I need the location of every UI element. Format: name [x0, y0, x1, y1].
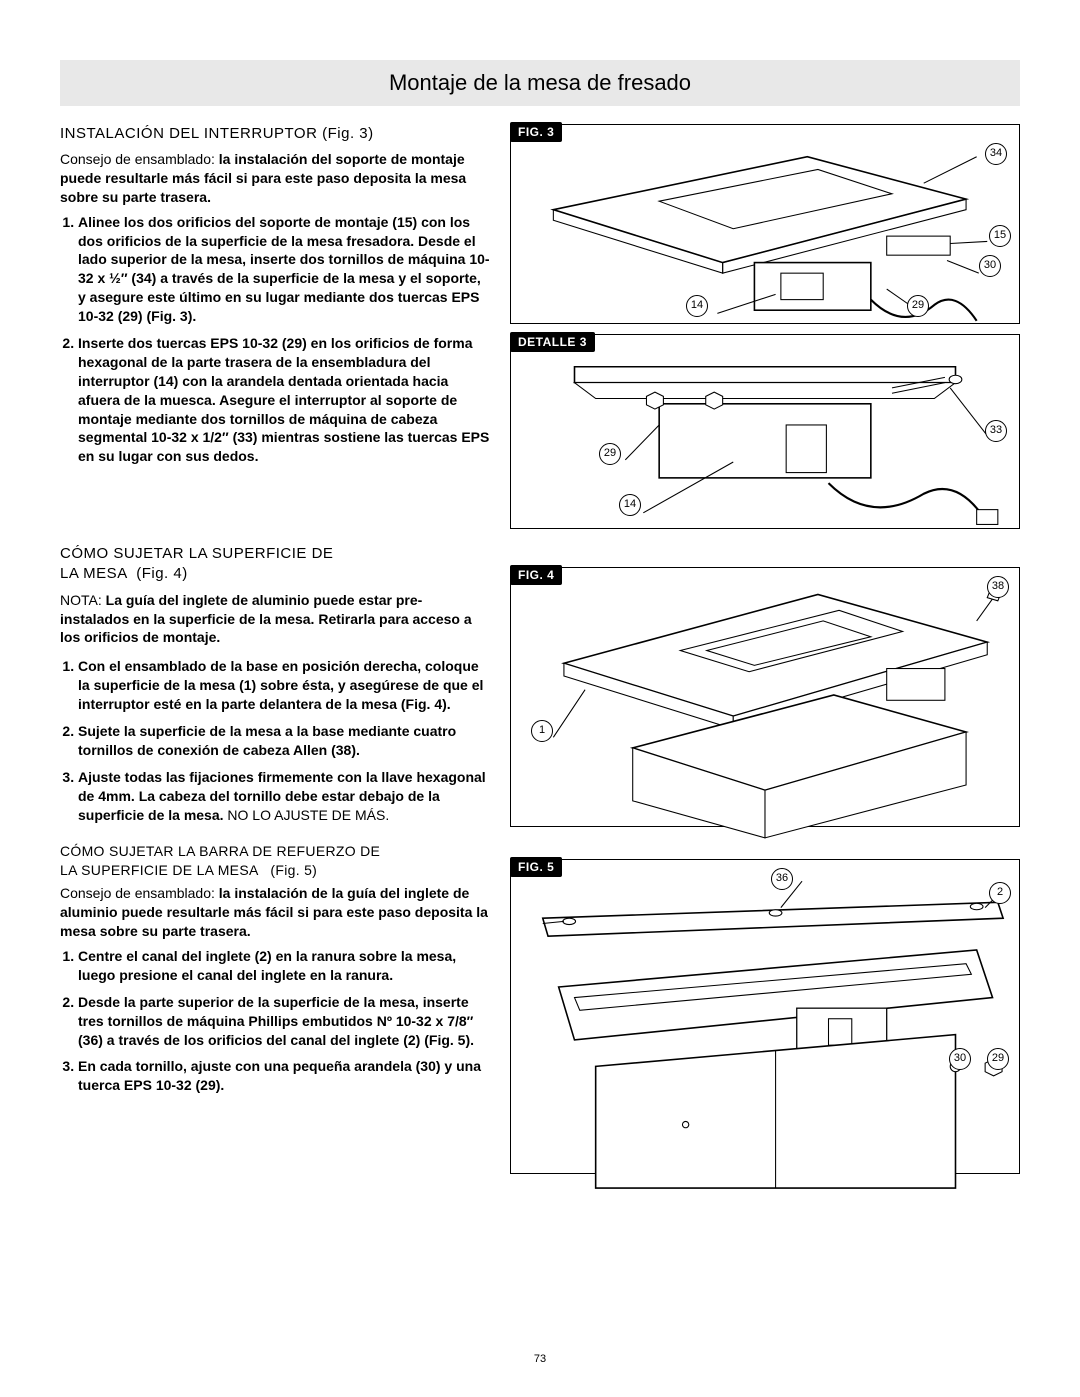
- section1-steps: Alinee los dos orificios del soporte de …: [60, 213, 490, 467]
- detail3-label: DETALLE 3: [510, 332, 595, 352]
- fig3-illustration: [511, 125, 1019, 337]
- callout-circle: 36: [771, 868, 793, 890]
- fig5-wrapper: FIG. 5: [510, 859, 1020, 1174]
- page: Montaje de la mesa de fresado INSTALACIÓ…: [0, 0, 1080, 1397]
- section1-tip: Consejo de ensamblado: la instalación de…: [60, 150, 490, 207]
- detail3-box: 33 29 14: [510, 334, 1020, 529]
- list-item: Ajuste todas las fijaciones firmemente c…: [78, 768, 490, 825]
- tip-lead: Consejo de ensamblado:: [60, 151, 215, 167]
- section3-tip: Consejo de ensamblado: la instalación de…: [60, 884, 490, 941]
- heading-text: INSTALACIÓN DEL INTERRUPTOR: [60, 125, 317, 142]
- page-number: 73: [0, 1352, 1080, 1367]
- list-item: En cada tornillo, ajuste con una pequeña…: [78, 1057, 490, 1095]
- list-item: Centre el canal del inglete (2) en la ra…: [78, 947, 490, 985]
- spacer: [60, 484, 490, 544]
- page-title: Montaje de la mesa de fresado: [60, 60, 1020, 106]
- callout-circle: 29: [987, 1048, 1009, 1070]
- callout-circle: 2: [989, 882, 1011, 904]
- fig3-label: FIG. 3: [510, 122, 562, 142]
- detail3-illustration: [511, 335, 1019, 541]
- list-item: Con el ensamblado de la base en posición…: [78, 657, 490, 714]
- fig-ref: (Fig. 3): [322, 125, 374, 142]
- fig5-box: 36 2 30 29: [510, 859, 1020, 1174]
- heading-line2: LA MESA: [60, 565, 127, 582]
- callout-circle: 29: [599, 443, 621, 465]
- fig5-illustration: [511, 860, 1019, 1193]
- content-columns: INSTALACIÓN DEL INTERRUPTOR (Fig. 3) Con…: [60, 124, 1020, 1184]
- list-item: Inserte dos tuercas EPS 10-32 (29) en lo…: [78, 334, 490, 466]
- heading-line2: LA SUPERFICIE DE LA MESA: [60, 862, 258, 878]
- fig-ref: (Fig. 4): [136, 565, 188, 582]
- list-item: Alinee los dos orificios del soporte de …: [78, 213, 490, 326]
- detail3-wrapper: DETALLE 3: [510, 334, 1020, 529]
- section1-heading: INSTALACIÓN DEL INTERRUPTOR (Fig. 3): [60, 124, 490, 144]
- callout-circle: 15: [989, 225, 1011, 247]
- callout-circle: 33: [985, 420, 1007, 442]
- fig4-label: FIG. 4: [510, 565, 562, 585]
- callout-circle: 30: [979, 255, 1001, 277]
- fig3-box: 34 15 30 29 14: [510, 124, 1020, 324]
- callout-circle: 29: [907, 295, 929, 317]
- callout-circle: 38: [987, 576, 1009, 598]
- left-column: INSTALACIÓN DEL INTERRUPTOR (Fig. 3) Con…: [60, 124, 490, 1184]
- fig4-illustration: [511, 568, 1019, 843]
- fig4-box: 38 1: [510, 567, 1020, 827]
- callout-circle: 14: [686, 295, 708, 317]
- note-lead: NOTA:: [60, 592, 102, 608]
- list-item: Sujete la superficie de la mesa a la bas…: [78, 722, 490, 760]
- section3-heading: CÓMO SUJETAR LA BARRA DE REFUERZO DE LA …: [60, 842, 490, 880]
- fig-ref: (Fig. 5): [270, 862, 317, 878]
- callout-circle: 14: [619, 494, 641, 516]
- right-column: FIG. 3: [510, 124, 1020, 1184]
- fig5-label: FIG. 5: [510, 857, 562, 877]
- section2-heading: CÓMO SUJETAR LA SUPERFICIE DE LA MESA (F…: [60, 544, 490, 585]
- callout-circle: 1: [531, 720, 553, 742]
- section2-note: NOTA: La guía del inglete de aluminio pu…: [60, 591, 490, 648]
- note-bold: La guía del inglete de aluminio puede es…: [60, 592, 472, 646]
- fig4-wrapper: FIG. 4: [510, 567, 1020, 827]
- spacer: [510, 539, 1020, 567]
- list-item: Desde la parte superior de la superficie…: [78, 993, 490, 1050]
- callout-circle: 34: [985, 143, 1007, 165]
- callout-circle: 30: [949, 1048, 971, 1070]
- fig3-wrapper: FIG. 3: [510, 124, 1020, 324]
- section2-steps: Con el ensamblado de la base en posición…: [60, 657, 490, 824]
- heading-line1: CÓMO SUJETAR LA SUPERFICIE DE: [60, 545, 333, 562]
- section3-steps: Centre el canal del inglete (2) en la ra…: [60, 947, 490, 1095]
- tip-lead: Consejo de ensamblado:: [60, 885, 215, 901]
- heading-line1: CÓMO SUJETAR LA BARRA DE REFUERZO DE: [60, 843, 380, 859]
- step-tail: NO LO AJUSTE DE MÁS.: [227, 807, 389, 823]
